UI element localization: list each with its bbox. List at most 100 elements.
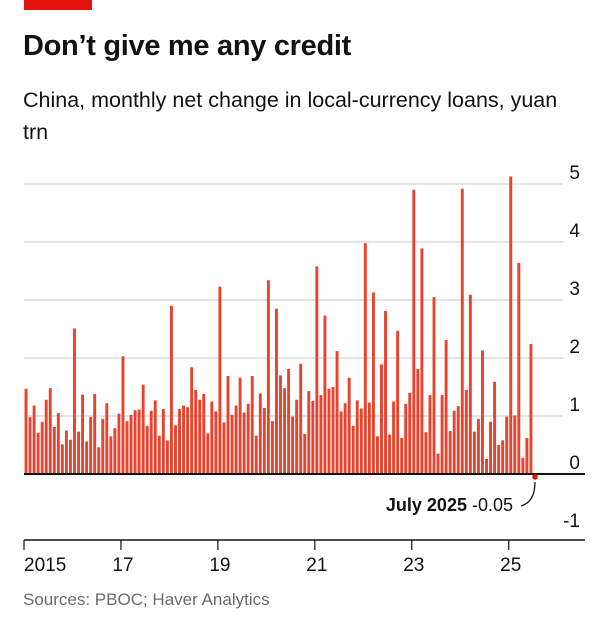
bar xyxy=(141,384,145,474)
bar xyxy=(174,425,177,474)
bar xyxy=(210,401,214,474)
bars xyxy=(24,176,537,477)
bar xyxy=(339,411,343,474)
bar xyxy=(468,294,472,474)
bar xyxy=(460,188,464,474)
bar xyxy=(464,389,468,474)
bar xyxy=(85,441,89,474)
bar xyxy=(97,447,101,474)
bar xyxy=(315,266,319,474)
bar xyxy=(81,394,85,474)
x-tick-label: 2015 xyxy=(24,555,66,576)
bar xyxy=(73,328,76,474)
x-tick-label: 17 xyxy=(112,555,133,576)
bar xyxy=(497,445,501,474)
bar xyxy=(359,408,363,474)
bar xyxy=(206,433,210,474)
bar xyxy=(165,440,169,474)
annotation: July 2025 -0.05 xyxy=(386,474,538,515)
bar xyxy=(416,369,420,474)
bar xyxy=(32,405,36,474)
bar xyxy=(472,431,476,474)
bar xyxy=(509,176,513,474)
bar xyxy=(327,388,331,474)
bar xyxy=(363,243,367,474)
bar xyxy=(295,399,299,474)
bar xyxy=(226,375,230,474)
bar xyxy=(149,410,153,474)
bar xyxy=(375,436,379,474)
bar xyxy=(137,409,141,474)
bar xyxy=(89,417,93,474)
bar xyxy=(178,409,181,474)
x-tick-label: 21 xyxy=(306,555,327,576)
bar xyxy=(77,431,80,474)
bar xyxy=(60,444,64,474)
bar xyxy=(432,297,436,474)
bar xyxy=(481,350,484,474)
bar xyxy=(529,344,533,474)
gridlines xyxy=(24,183,563,417)
bar xyxy=(246,403,250,474)
bar xyxy=(279,375,282,474)
bar xyxy=(258,393,262,474)
bar xyxy=(157,435,161,474)
bar xyxy=(109,436,113,474)
bar xyxy=(230,414,234,474)
bar xyxy=(408,392,412,474)
bar xyxy=(234,405,238,474)
bar xyxy=(266,280,270,474)
y-tick-label: 2 xyxy=(569,337,580,358)
bar xyxy=(299,363,303,474)
annotation-leader xyxy=(520,481,536,507)
bar xyxy=(275,308,278,474)
bar xyxy=(291,416,295,474)
bar xyxy=(129,414,133,474)
bar xyxy=(396,330,400,474)
bar xyxy=(153,400,157,474)
bar xyxy=(371,292,375,474)
bar xyxy=(448,431,452,474)
x-tick-label: 19 xyxy=(209,555,230,576)
bar xyxy=(287,369,291,474)
bar xyxy=(145,425,149,474)
bar xyxy=(513,415,517,474)
bar xyxy=(380,364,383,474)
bar xyxy=(125,421,129,474)
bar xyxy=(303,433,307,474)
annotation-marker xyxy=(532,474,538,480)
source-note: Sources: PBOC; Haver Analytics xyxy=(23,590,270,609)
bar xyxy=(489,421,493,474)
bar xyxy=(440,395,444,474)
y-tick-label: 1 xyxy=(569,395,580,416)
bar xyxy=(254,435,258,474)
bar xyxy=(347,377,351,474)
bar xyxy=(404,403,408,474)
bar xyxy=(388,434,392,474)
bar xyxy=(24,388,28,474)
bar xyxy=(270,421,274,474)
x-tick-label: 25 xyxy=(500,555,521,576)
bar xyxy=(355,400,359,474)
bar xyxy=(222,422,226,474)
bar xyxy=(436,453,440,474)
x-tick-label: 23 xyxy=(403,555,424,576)
bar xyxy=(28,417,32,474)
bar xyxy=(238,377,242,474)
bar xyxy=(400,438,404,474)
bar xyxy=(198,399,202,474)
bar xyxy=(335,351,339,474)
bar xyxy=(161,409,165,474)
bar xyxy=(105,403,109,474)
y-tick-label: 5 xyxy=(569,163,580,184)
bar xyxy=(113,428,117,474)
bar xyxy=(485,458,488,474)
bar xyxy=(48,388,52,474)
chart-title: Don’t give me any credit xyxy=(23,30,351,62)
bar xyxy=(476,418,480,474)
bar xyxy=(93,393,97,474)
bar xyxy=(202,393,206,474)
bar xyxy=(452,410,456,474)
bar xyxy=(517,262,521,474)
